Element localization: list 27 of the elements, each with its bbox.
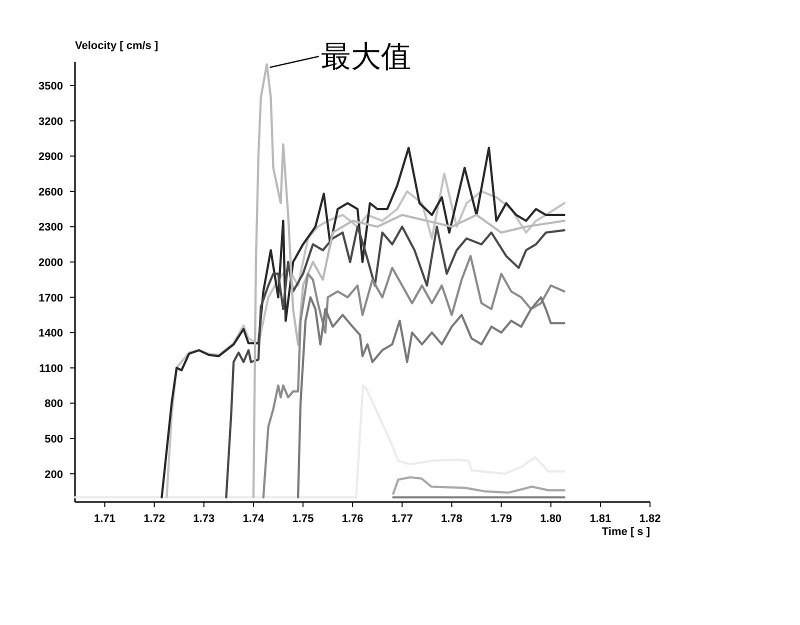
y-tick-label: 800	[44, 398, 63, 410]
y-tick-label: 2000	[38, 257, 63, 269]
y-tick-label: 3200	[38, 116, 63, 128]
x-tick-label: 1.71	[94, 513, 116, 525]
y-tick-label: 200	[44, 468, 63, 481]
x-tick-label: 1.75	[292, 513, 314, 525]
y-tick-label: 1400	[38, 328, 63, 340]
x-tick-label: 1.78	[441, 513, 462, 525]
x-tick-label: 1.80	[540, 513, 562, 525]
x-tick-label: 1.81	[590, 513, 612, 525]
y-tick-label: 2900	[38, 151, 63, 164]
x-tick-label: 1.73	[193, 513, 215, 525]
annotation: 最大值	[320, 39, 411, 74]
x-axis-title: Time [ s ]	[602, 526, 650, 538]
x-tick-label: 1.79	[490, 513, 512, 525]
x-tick-label: 1.74	[242, 513, 266, 525]
y-axis-title: Velocity [ cm/s ]	[75, 40, 158, 52]
y-tick-label: 2300	[38, 222, 63, 234]
x-tick-label: 1.77	[391, 513, 413, 525]
y-tick-label: 1100	[39, 362, 63, 375]
x-tick-label: 1.82	[639, 513, 661, 525]
x-tick-label: 1.76	[342, 513, 364, 525]
y-tick-label: 500	[44, 433, 63, 446]
y-tick-label: 2600	[38, 186, 63, 198]
x-tick-label: 1.72	[144, 513, 166, 525]
y-tick-label: 3500	[38, 80, 63, 93]
y-tick-label: 1700	[38, 292, 63, 304]
